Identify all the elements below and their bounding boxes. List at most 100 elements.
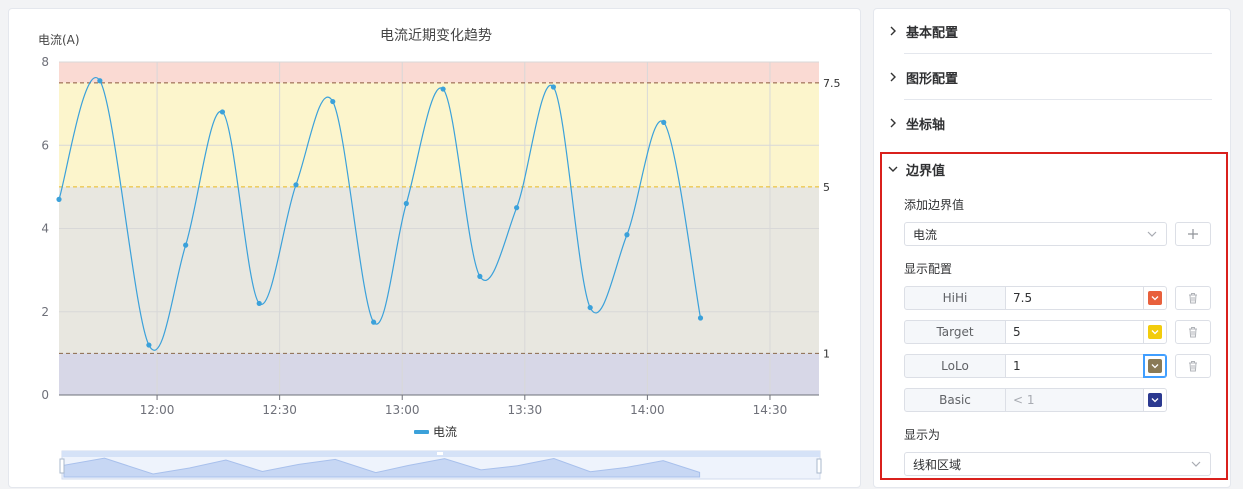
data-point[interactable]	[587, 304, 593, 311]
chart-panel: 7.5 5 1 0 2 4 6 8 12:00 12:30 13:00 13:30 14:00 14:…	[8, 8, 861, 488]
boundary-row-label-target: Target	[904, 320, 1006, 344]
chevron-down-icon	[1151, 296, 1159, 301]
data-point[interactable]	[550, 84, 557, 90]
series-select-value: 电流	[913, 227, 938, 242]
chevron-down-icon	[1146, 228, 1158, 243]
boundary-row-label-basic: Basic	[904, 388, 1006, 412]
y-tick-label: 4	[41, 222, 49, 236]
threshold-label: 1	[823, 347, 830, 360]
section-label: 边界值	[906, 163, 946, 179]
color-picker-hihi[interactable]	[1143, 286, 1167, 310]
y-tick-label: 2	[41, 305, 49, 319]
threshold-label: 5	[823, 181, 830, 194]
display-as-select[interactable]: 线和区域	[904, 452, 1211, 476]
y-tick-label: 8	[41, 55, 49, 69]
color-picker-basic[interactable]	[1143, 388, 1167, 412]
threshold-label: 7.5	[823, 77, 841, 90]
threshold-band	[59, 186, 819, 354]
x-tick-label: 12:00	[140, 403, 175, 417]
threshold-band	[59, 62, 819, 83]
chart-title: 电流近期变化趋势	[380, 28, 492, 44]
zoom-handle-right[interactable]	[816, 458, 822, 474]
data-point[interactable]	[146, 342, 152, 348]
chevron-down-icon	[1151, 398, 1159, 403]
add-boundary-label: 添加边界值	[904, 198, 965, 212]
chevron-down-icon	[1190, 458, 1202, 473]
section-label: 基本配置	[906, 25, 959, 41]
boundary-value-input-lolo[interactable]: 1	[1005, 354, 1144, 378]
data-point[interactable]	[56, 196, 62, 202]
display-as-label: 显示为	[904, 428, 941, 442]
delete-boundary-button-hihi[interactable]	[1175, 286, 1211, 310]
section-label: 图形配置	[906, 71, 959, 87]
color-picker-lolo[interactable]	[1143, 354, 1167, 378]
section-axis[interactable]: 坐标轴	[888, 107, 1212, 139]
zoom-top-grip[interactable]	[437, 452, 443, 455]
divider	[904, 99, 1212, 100]
x-tick-label: 12:30	[262, 403, 297, 417]
chevron-down-icon	[1151, 330, 1159, 335]
chevron-right-icon	[888, 118, 906, 128]
data-point[interactable]	[330, 98, 336, 105]
boundary-row-label-lolo: LoLo	[904, 354, 1006, 378]
legend-swatch	[414, 430, 429, 434]
legend[interactable]: 电流	[414, 425, 457, 439]
display-config-label: 显示配置	[904, 262, 953, 276]
data-point[interactable]	[440, 86, 446, 92]
data-point[interactable]	[624, 232, 630, 238]
delete-boundary-button-lolo[interactable]	[1175, 354, 1211, 378]
boundary-row-label-hihi: HiHi	[904, 286, 1006, 310]
y-tick-label: 0	[41, 388, 49, 402]
legend-label: 电流	[433, 425, 457, 439]
data-point[interactable]	[219, 109, 226, 115]
data-point[interactable]	[477, 273, 483, 279]
config-panel: 基本配置 图形配置 坐标轴 边界值 添加边界值 电流 显示配置 HiHi 7.5…	[873, 8, 1231, 488]
data-point[interactable]	[183, 242, 189, 248]
trash-icon	[1187, 357, 1199, 376]
data-zoom-slider[interactable]	[59, 450, 822, 480]
divider	[904, 53, 1212, 54]
section-graphic-config[interactable]: 图形配置	[888, 61, 1212, 93]
boundary-value-input-target[interactable]: 5	[1005, 320, 1144, 344]
color-swatch	[1148, 291, 1162, 305]
plus-icon	[1187, 225, 1199, 244]
trash-icon	[1187, 323, 1199, 342]
color-swatch	[1148, 325, 1162, 339]
data-point[interactable]	[256, 300, 262, 307]
y-tick-label: 6	[41, 138, 49, 152]
data-point[interactable]	[293, 182, 299, 188]
series-select[interactable]: 电流	[904, 222, 1167, 246]
delete-boundary-button-target[interactable]	[1175, 320, 1211, 344]
current-trend-chart: 7.5 5 1 0 2 4 6 8 12:00 12:30 13:00 13:30 14:00 14:…	[38, 28, 841, 480]
boundary-value-input-basic: < 1	[1005, 388, 1144, 412]
section-basic-config[interactable]: 基本配置	[888, 15, 1212, 47]
color-swatch	[1148, 393, 1162, 407]
x-tick-label: 14:30	[753, 403, 788, 417]
data-point[interactable]	[97, 78, 103, 84]
x-tick-label: 14:00	[630, 403, 665, 417]
data-point[interactable]	[697, 315, 704, 321]
threshold-band	[59, 353, 819, 395]
data-point[interactable]	[661, 119, 667, 125]
threshold-band	[59, 82, 819, 187]
chevron-down-icon	[888, 164, 906, 174]
zoom-handle-left[interactable]	[59, 458, 65, 474]
y-axis-label: 电流(A)	[38, 33, 80, 47]
section-boundary[interactable]: 边界值	[888, 153, 1212, 185]
display-as-value: 线和区域	[913, 457, 962, 472]
data-point[interactable]	[514, 205, 520, 211]
color-swatch	[1148, 359, 1162, 373]
color-picker-target[interactable]	[1143, 320, 1167, 344]
chevron-right-icon	[888, 72, 906, 82]
chevron-down-icon	[1151, 364, 1159, 369]
x-tick-label: 13:00	[385, 403, 420, 417]
boundary-section-highlight	[880, 152, 1228, 480]
x-tick-label: 13:30	[508, 403, 543, 417]
data-point[interactable]	[403, 200, 409, 207]
boundary-value-input-hihi[interactable]: 7.5	[1005, 286, 1144, 310]
section-label: 坐标轴	[906, 117, 946, 133]
chevron-right-icon	[888, 26, 906, 36]
trash-icon	[1187, 289, 1199, 308]
data-point[interactable]	[371, 319, 377, 325]
add-boundary-button[interactable]	[1175, 222, 1211, 246]
